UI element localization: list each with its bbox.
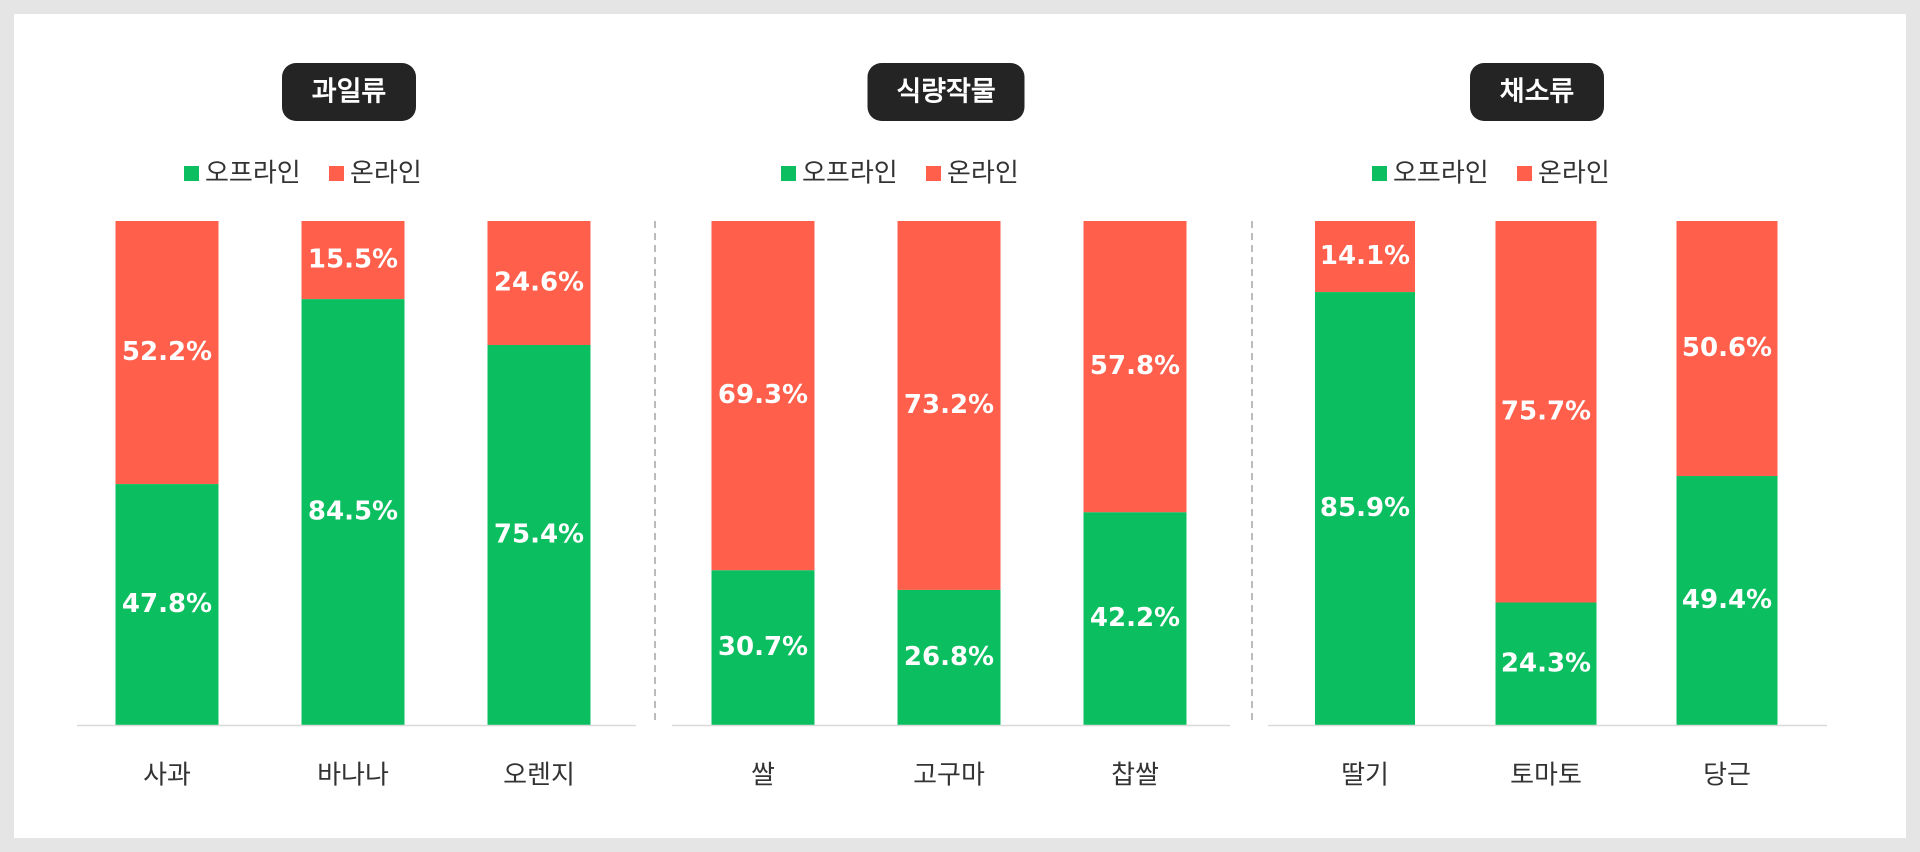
bar-online <box>1495 221 1597 603</box>
data-label-online: 52.2% <box>122 337 212 367</box>
bar-offline <box>1676 476 1778 725</box>
legend-swatch-online <box>329 166 344 181</box>
legend-label-offline: 오프라인 <box>205 159 301 189</box>
data-label-offline: 49.4% <box>1682 585 1772 615</box>
category-label: 토마토 <box>1510 761 1582 791</box>
legend-swatch-online <box>926 166 941 181</box>
chart-title: 식량작물 <box>896 77 995 108</box>
data-label-offline: 42.2% <box>1090 603 1180 633</box>
bar-online <box>897 221 1001 590</box>
data-label-online: 73.2% <box>904 390 994 420</box>
data-label-offline: 84.5% <box>308 497 398 527</box>
category-label: 찹쌀 <box>1111 761 1159 791</box>
data-label-offline: 26.8% <box>904 642 994 672</box>
bar-offline <box>711 570 815 725</box>
legend-swatch-offline <box>781 166 796 181</box>
chart-title-badge <box>867 63 1025 121</box>
data-label-online: 24.6% <box>494 267 584 297</box>
bar-online <box>487 221 591 345</box>
data-label-online: 14.1% <box>1320 241 1410 271</box>
data-label-online: 15.5% <box>308 245 398 275</box>
bar-online <box>1083 221 1187 513</box>
data-label-offline: 24.3% <box>1501 648 1591 678</box>
category-label: 당근 <box>1703 761 1751 791</box>
data-label-online: 50.6% <box>1682 333 1772 363</box>
bar-offline <box>115 484 219 725</box>
category-label: 딸기 <box>1341 761 1389 791</box>
bar-offline <box>1315 292 1415 725</box>
bar-online <box>1676 221 1778 477</box>
legend-swatch-online <box>1517 166 1532 181</box>
legend-label-offline: 오프라인 <box>802 159 898 189</box>
chart-title: 채소류 <box>1500 77 1575 108</box>
legend-swatch-offline <box>1372 166 1387 181</box>
bar-online <box>1315 221 1415 293</box>
bar-offline <box>1495 602 1597 725</box>
category-label: 사과 <box>143 761 191 791</box>
data-label-offline: 75.4% <box>494 519 584 549</box>
legend-swatch-offline <box>184 166 199 181</box>
legend-label-online: 온라인 <box>947 159 1019 189</box>
bar-online <box>301 221 405 300</box>
bar-offline <box>1083 512 1187 725</box>
data-label-online: 57.8% <box>1090 351 1180 381</box>
data-label-offline: 30.7% <box>718 632 808 662</box>
chart-title-badge <box>1470 63 1604 121</box>
bar-online <box>711 221 815 571</box>
data-label-online: 69.3% <box>718 380 808 410</box>
bar-offline <box>897 589 1001 725</box>
bar-online <box>115 221 219 485</box>
bar-offline <box>301 299 405 725</box>
category-label: 고구마 <box>913 761 985 791</box>
category-label: 쌀 <box>751 761 775 791</box>
data-label-offline: 47.8% <box>122 589 212 619</box>
category-label: 바나나 <box>317 761 389 791</box>
legend-label-online: 온라인 <box>350 159 422 189</box>
legend-label-offline: 오프라인 <box>1393 159 1489 189</box>
data-label-online: 75.7% <box>1501 396 1591 426</box>
data-label-offline: 85.9% <box>1320 493 1410 523</box>
chart-title-badge <box>282 63 416 121</box>
category-label: 오렌지 <box>503 761 575 791</box>
chart-title: 과일류 <box>312 77 387 108</box>
legend-label-online: 온라인 <box>1538 159 1610 189</box>
bar-offline <box>487 344 591 725</box>
